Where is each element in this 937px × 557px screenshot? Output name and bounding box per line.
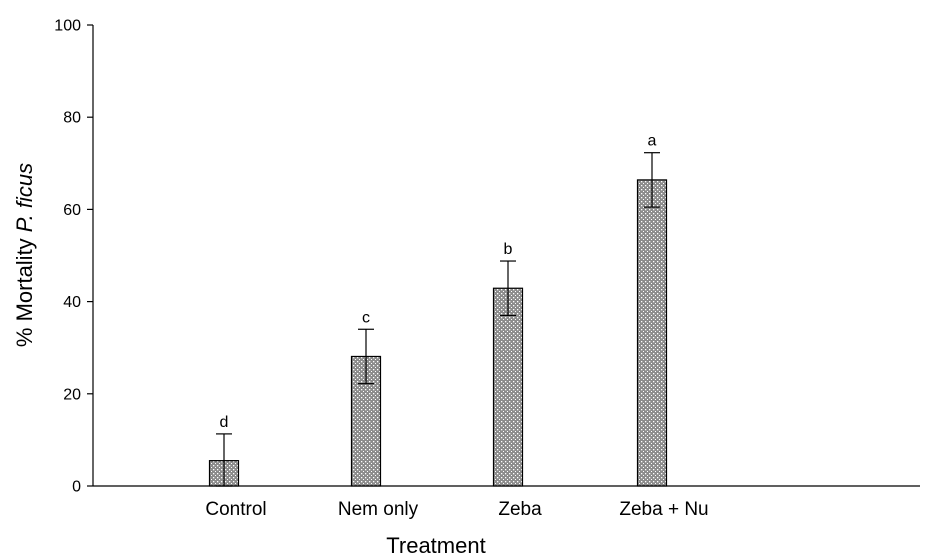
y-tick-label: 60	[63, 202, 81, 219]
category-label: Zeba + Nu	[619, 499, 708, 520]
significance-labels-group: d c b a	[220, 133, 657, 431]
category-label: Nem only	[338, 499, 419, 520]
y-tick-label: 80	[63, 110, 81, 127]
y-tick-label: 40	[63, 294, 81, 311]
y-axis-title-prefix: % Mortality	[12, 232, 37, 347]
category-label: Control	[205, 499, 266, 520]
y-axis-title-species: P. ficus	[12, 163, 37, 232]
y-tick-label: 20	[63, 386, 81, 403]
error-bar	[500, 260, 516, 317]
significance-label: c	[362, 309, 370, 326]
y-axis-ticks: 0 20 40 60 80 100	[54, 18, 93, 496]
significance-label: b	[504, 241, 513, 258]
error-bar	[358, 328, 374, 385]
bar	[492, 287, 524, 487]
error-bar	[644, 152, 660, 208]
significance-label: d	[220, 414, 229, 431]
bars-group	[208, 179, 668, 487]
bar	[636, 179, 668, 487]
error-bars-group	[216, 152, 660, 487]
y-tick-label: 100	[54, 18, 81, 35]
y-tick-label: 0	[72, 479, 81, 496]
y-axis-title: % Mortality P. ficus	[12, 163, 37, 347]
x-axis-title: Treatment	[386, 533, 485, 557]
category-label: Zeba	[498, 499, 542, 520]
category-labels-group: Control Nem only Zeba Zeba + Nu	[205, 499, 708, 520]
significance-label: a	[648, 133, 657, 150]
